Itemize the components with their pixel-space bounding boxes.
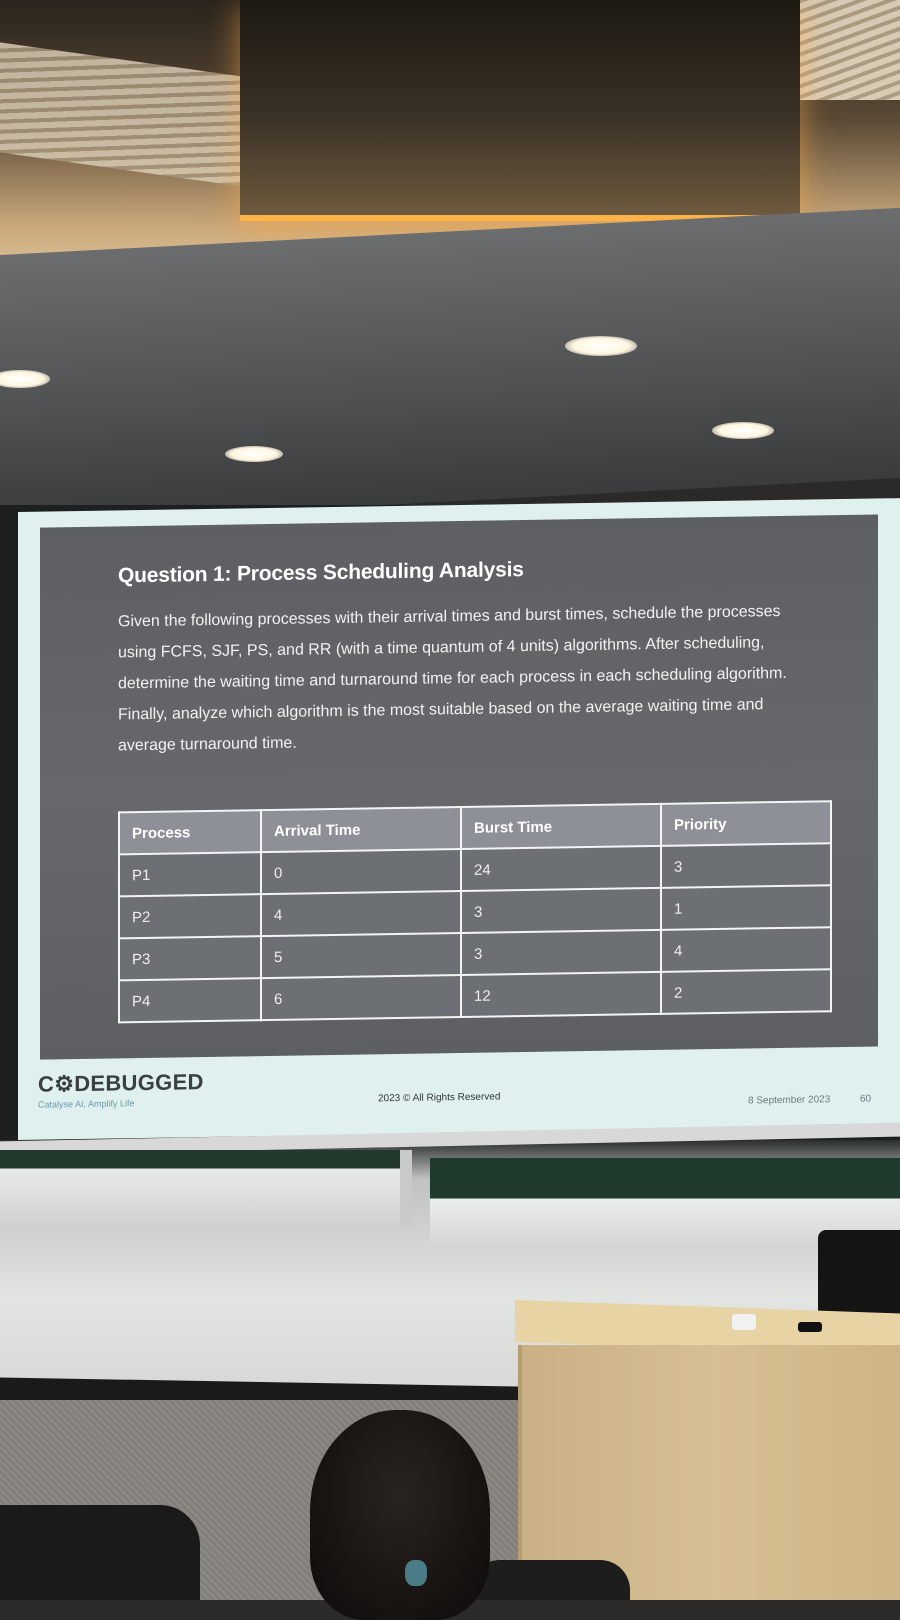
ceiling-soffit bbox=[240, 0, 800, 221]
table-cell: 6 bbox=[261, 975, 461, 1021]
copyright-text: 2023 © All Rights Reserved bbox=[378, 1091, 501, 1105]
desk-body bbox=[518, 1345, 900, 1600]
table-cell: 3 bbox=[461, 929, 661, 976]
audience-seat bbox=[0, 1505, 200, 1600]
ceiling-light bbox=[0, 370, 50, 388]
table-cell: 4 bbox=[261, 891, 461, 937]
whiteboard-left bbox=[0, 1150, 412, 1225]
slide-title: Question 1: Process Scheduling Analysis bbox=[118, 558, 524, 588]
slide-body-text: Given the following processes with their… bbox=[118, 603, 787, 755]
ceiling-vent-right bbox=[780, 0, 900, 100]
hair-clip bbox=[405, 1560, 427, 1586]
table-cell: P1 bbox=[119, 852, 261, 897]
table-cell: 12 bbox=[461, 971, 661, 1018]
column-header: Burst Time bbox=[461, 803, 661, 850]
ceiling-light bbox=[565, 336, 637, 356]
table-cell: 5 bbox=[261, 933, 461, 979]
usb-dongle bbox=[798, 1322, 822, 1332]
table-cell: 3 bbox=[461, 887, 661, 934]
brand-logo: C⚙DEBUGGED bbox=[38, 1069, 204, 1097]
table-cell: P4 bbox=[119, 978, 261, 1023]
column-header: Priority bbox=[661, 801, 831, 846]
table-cell: 0 bbox=[261, 849, 461, 895]
table-cell: 2 bbox=[661, 969, 831, 1014]
slide-content: Question 1: Process Scheduling Analysis … bbox=[40, 514, 878, 1060]
table-cell: 3 bbox=[661, 843, 831, 888]
brand-tagline: Catalyse AI, Amplify Life bbox=[38, 1098, 135, 1110]
slide-page-number: 60 bbox=[860, 1093, 872, 1105]
table-cell: 1 bbox=[661, 885, 831, 930]
lectern-chair bbox=[818, 1230, 900, 1320]
slide-date: 8 September 2023 bbox=[748, 1094, 831, 1107]
column-header: Process bbox=[119, 810, 261, 855]
table-cell: 4 bbox=[661, 927, 831, 972]
process-table: Process Arrival Time Burst Time Priority… bbox=[118, 800, 832, 1024]
table-cell: 24 bbox=[461, 845, 661, 892]
audience-member-head bbox=[310, 1410, 490, 1620]
projection-screen: Question 1: Process Scheduling Analysis … bbox=[18, 498, 900, 1141]
audience-seat bbox=[470, 1560, 630, 1600]
ceiling-light bbox=[712, 422, 774, 439]
ceiling-plane bbox=[0, 207, 900, 525]
brand-logo-block: C⚙DEBUGGED Catalyse AI, Amplify Life bbox=[38, 1069, 204, 1110]
ceiling-light bbox=[225, 446, 283, 462]
column-header: Arrival Time bbox=[261, 807, 461, 853]
remote-control bbox=[732, 1314, 756, 1330]
table-cell: P3 bbox=[119, 936, 261, 981]
table-cell: P2 bbox=[119, 894, 261, 939]
